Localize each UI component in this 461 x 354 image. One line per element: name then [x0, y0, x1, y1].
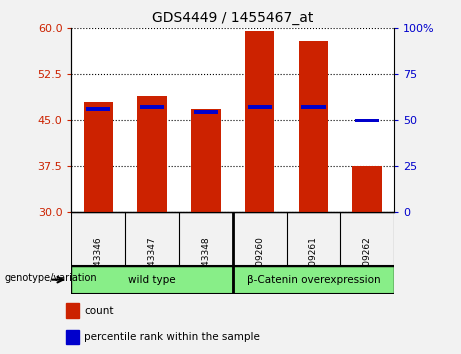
Bar: [248, 105, 272, 109]
Bar: [301, 105, 325, 109]
Bar: [65, 330, 79, 344]
Text: count: count: [84, 306, 114, 316]
Bar: [137, 96, 167, 212]
Bar: [194, 110, 218, 114]
Bar: [245, 32, 274, 212]
Bar: [299, 41, 328, 212]
Bar: [355, 119, 379, 122]
Bar: [71, 266, 233, 294]
Text: percentile rank within the sample: percentile rank within the sample: [84, 332, 260, 342]
Text: wild type: wild type: [128, 275, 176, 285]
Bar: [233, 266, 394, 294]
Bar: [353, 166, 382, 212]
Bar: [86, 108, 111, 111]
Bar: [83, 102, 113, 212]
Bar: [65, 303, 79, 318]
Text: β-Catenin overexpression: β-Catenin overexpression: [247, 275, 380, 285]
Text: GSM509262: GSM509262: [363, 236, 372, 291]
Text: GSM243346: GSM243346: [94, 236, 103, 291]
Bar: [140, 105, 164, 109]
Text: GSM509261: GSM509261: [309, 236, 318, 291]
Bar: [191, 109, 221, 212]
Text: genotype/variation: genotype/variation: [5, 273, 97, 283]
Text: GSM509260: GSM509260: [255, 236, 264, 291]
Text: GSM243348: GSM243348: [201, 236, 210, 291]
Text: GSM243347: GSM243347: [148, 236, 157, 291]
Title: GDS4449 / 1455467_at: GDS4449 / 1455467_at: [152, 11, 313, 24]
